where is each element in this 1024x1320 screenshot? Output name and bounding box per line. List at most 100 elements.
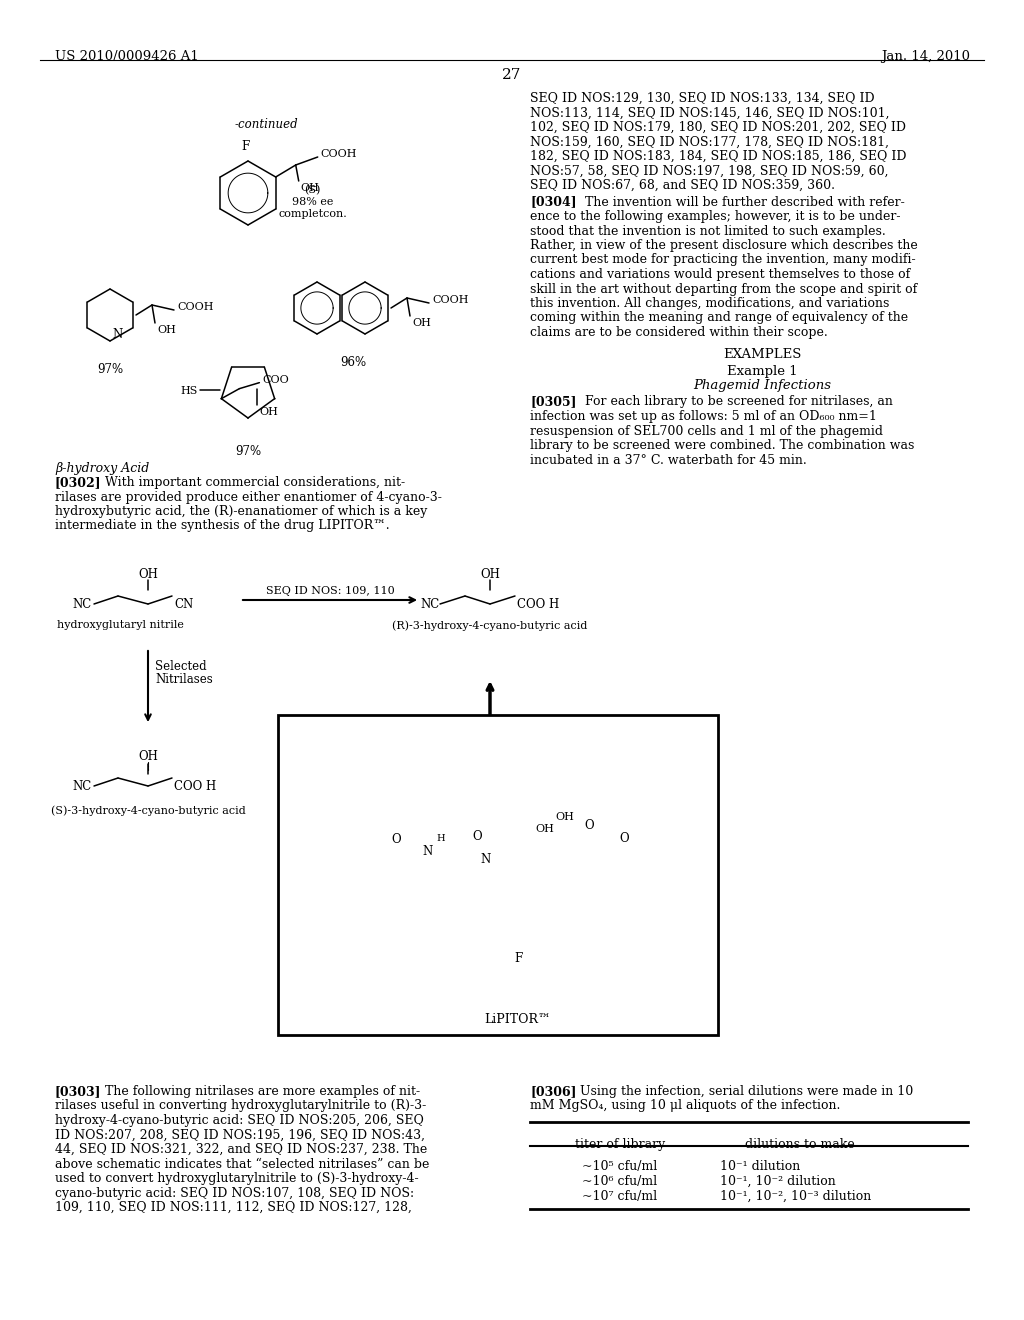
Text: F: F xyxy=(241,140,249,153)
Text: hydroxy-4-cyano-butyric acid: SEQ ID NOS:205, 206, SEQ: hydroxy-4-cyano-butyric acid: SEQ ID NOS… xyxy=(55,1114,424,1127)
Text: stood that the invention is not limited to such examples.: stood that the invention is not limited … xyxy=(530,224,886,238)
Text: dilutions to make: dilutions to make xyxy=(745,1138,855,1151)
Text: NC: NC xyxy=(72,780,91,792)
Text: CN: CN xyxy=(174,598,194,610)
Text: mM MgSO₄, using 10 μl aliquots of the infection.: mM MgSO₄, using 10 μl aliquots of the in… xyxy=(530,1100,841,1113)
Text: OH: OH xyxy=(412,318,431,327)
Text: [0303]: [0303] xyxy=(55,1085,101,1098)
Text: [0306]: [0306] xyxy=(530,1085,577,1098)
Text: [0302]: [0302] xyxy=(55,477,101,488)
Text: 10⁻¹ dilution: 10⁻¹ dilution xyxy=(720,1160,800,1173)
Text: ~10⁷ cfu/ml: ~10⁷ cfu/ml xyxy=(583,1191,657,1203)
Text: Jan. 14, 2010: Jan. 14, 2010 xyxy=(881,50,970,63)
Text: above schematic indicates that “selected nitrilases” can be: above schematic indicates that “selected… xyxy=(55,1158,429,1171)
Text: H: H xyxy=(436,834,444,843)
Text: hydroxybutyric acid, the (R)-enanatiomer of which is a key: hydroxybutyric acid, the (R)-enanatiomer… xyxy=(55,506,427,517)
Text: skill in the art without departing from the scope and spirit of: skill in the art without departing from … xyxy=(530,282,918,296)
Text: EXAMPLES: EXAMPLES xyxy=(723,348,801,362)
Text: 182, SEQ ID NOS:183, 184, SEQ ID NOS:185, 186, SEQ ID: 182, SEQ ID NOS:183, 184, SEQ ID NOS:185… xyxy=(530,150,906,162)
Text: N: N xyxy=(113,329,123,342)
Text: NC: NC xyxy=(72,598,91,610)
Text: SEQ ID NOS: 109, 110: SEQ ID NOS: 109, 110 xyxy=(265,586,394,597)
Bar xyxy=(278,715,718,1035)
Text: ~10⁶ cfu/ml: ~10⁶ cfu/ml xyxy=(583,1175,657,1188)
Text: For each library to be screened for nitrilases, an: For each library to be screened for nitr… xyxy=(585,396,893,408)
Text: this invention. All changes, modifications, and variations: this invention. All changes, modificatio… xyxy=(530,297,890,310)
Text: NOS:159, 160, SEQ ID NOS:177, 178, SEQ ID NOS:181,: NOS:159, 160, SEQ ID NOS:177, 178, SEQ I… xyxy=(530,136,889,149)
Text: NC: NC xyxy=(420,598,439,610)
Text: β-hydroxy Acid: β-hydroxy Acid xyxy=(55,462,150,475)
Text: O: O xyxy=(618,832,629,845)
Text: COOH: COOH xyxy=(177,302,213,312)
Text: 98% ee: 98% ee xyxy=(292,197,334,207)
Text: rilases are provided produce either enantiomer of 4-cyano-3-: rilases are provided produce either enan… xyxy=(55,491,442,503)
Text: rilases useful in converting hydroxyglutarylnitrile to (R)-3-: rilases useful in converting hydroxyglut… xyxy=(55,1100,426,1113)
Text: N: N xyxy=(423,845,433,858)
Text: 102, SEQ ID NOS:179, 180, SEQ ID NOS:201, 202, SEQ ID: 102, SEQ ID NOS:179, 180, SEQ ID NOS:201… xyxy=(530,121,906,135)
Text: intermediate in the synthesis of the drug LIPITOR™.: intermediate in the synthesis of the dru… xyxy=(55,520,389,532)
Text: OH: OH xyxy=(556,812,574,822)
Text: 109, 110, SEQ ID NOS:111, 112, SEQ ID NOS:127, 128,: 109, 110, SEQ ID NOS:111, 112, SEQ ID NO… xyxy=(55,1201,412,1214)
Text: With important commercial considerations, nit-: With important commercial considerations… xyxy=(105,477,406,488)
Text: [0305]: [0305] xyxy=(530,396,577,408)
Text: The invention will be further described with refer-: The invention will be further described … xyxy=(585,195,905,209)
Text: OH: OH xyxy=(138,750,158,763)
Text: COO: COO xyxy=(262,375,289,384)
Text: 97%: 97% xyxy=(97,363,123,376)
Text: (S): (S) xyxy=(304,185,321,195)
Text: 96%: 96% xyxy=(340,356,366,370)
Text: ~10⁵ cfu/ml: ~10⁵ cfu/ml xyxy=(583,1160,657,1173)
Text: OH: OH xyxy=(157,325,176,335)
Text: Using the infection, serial dilutions were made in 10: Using the infection, serial dilutions we… xyxy=(580,1085,913,1098)
Text: ID NOS:207, 208, SEQ ID NOS:195, 196, SEQ ID NOS:43,: ID NOS:207, 208, SEQ ID NOS:195, 196, SE… xyxy=(55,1129,425,1142)
Text: The following nitrilases are more examples of nit-: The following nitrilases are more exampl… xyxy=(105,1085,420,1098)
Text: F: F xyxy=(514,952,522,965)
Text: completcon.: completcon. xyxy=(279,209,347,219)
Text: Nitrilases: Nitrilases xyxy=(155,673,213,686)
Text: 97%: 97% xyxy=(234,445,261,458)
Text: COO H: COO H xyxy=(174,780,216,792)
Text: [0304]: [0304] xyxy=(530,195,577,209)
Text: (S)-3-hydroxy-4-cyano-butyric acid: (S)-3-hydroxy-4-cyano-butyric acid xyxy=(50,805,246,816)
Text: COO H: COO H xyxy=(517,598,559,610)
Text: SEQ ID NOS:67, 68, and SEQ ID NOS:359, 360.: SEQ ID NOS:67, 68, and SEQ ID NOS:359, 3… xyxy=(530,180,835,191)
Text: coming within the meaning and range of equivalency of the: coming within the meaning and range of e… xyxy=(530,312,908,325)
Text: NOS:57, 58, SEQ ID NOS:197, 198, SEQ ID NOS:59, 60,: NOS:57, 58, SEQ ID NOS:197, 198, SEQ ID … xyxy=(530,165,889,177)
Text: library to be screened were combined. The combination was: library to be screened were combined. Th… xyxy=(530,440,914,451)
Text: resuspension of SEL700 cells and 1 ml of the phagemid: resuspension of SEL700 cells and 1 ml of… xyxy=(530,425,883,437)
Text: Phagemid Infections: Phagemid Infections xyxy=(693,380,831,392)
Text: OH: OH xyxy=(259,407,279,417)
Text: (R)-3-hydroxy-4-cyano-butyric acid: (R)-3-hydroxy-4-cyano-butyric acid xyxy=(392,620,588,631)
Text: OH: OH xyxy=(138,568,158,581)
Text: cyano-butyric acid: SEQ ID NOS:107, 108, SEQ ID NOS:: cyano-butyric acid: SEQ ID NOS:107, 108,… xyxy=(55,1187,414,1200)
Text: O: O xyxy=(472,830,481,842)
Text: OH: OH xyxy=(536,824,554,834)
Text: titer of library: titer of library xyxy=(574,1138,666,1151)
Text: LiPITOR™: LiPITOR™ xyxy=(484,1012,551,1026)
Text: NOS:113, 114, SEQ ID NOS:145, 146, SEQ ID NOS:101,: NOS:113, 114, SEQ ID NOS:145, 146, SEQ I… xyxy=(530,107,890,120)
Text: cations and variations would present themselves to those of: cations and variations would present the… xyxy=(530,268,910,281)
Text: current best mode for practicing the invention, many modifi-: current best mode for practicing the inv… xyxy=(530,253,915,267)
Text: hydroxyglutaryl nitrile: hydroxyglutaryl nitrile xyxy=(56,620,183,630)
Text: US 2010/0009426 A1: US 2010/0009426 A1 xyxy=(55,50,199,63)
Text: claims are to be considered within their scope.: claims are to be considered within their… xyxy=(530,326,827,339)
Text: Rather, in view of the present disclosure which describes the: Rather, in view of the present disclosur… xyxy=(530,239,918,252)
Text: OH: OH xyxy=(301,183,319,193)
Text: SEQ ID NOS:129, 130, SEQ ID NOS:133, 134, SEQ ID: SEQ ID NOS:129, 130, SEQ ID NOS:133, 134… xyxy=(530,92,874,106)
Text: O: O xyxy=(391,833,400,846)
Text: 10⁻¹, 10⁻², 10⁻³ dilution: 10⁻¹, 10⁻², 10⁻³ dilution xyxy=(720,1191,871,1203)
Text: infection was set up as follows: 5 ml of an OD₆₀₀ nm=1: infection was set up as follows: 5 ml of… xyxy=(530,411,877,422)
Text: OH: OH xyxy=(480,568,500,581)
Text: HS: HS xyxy=(180,385,198,396)
Text: 10⁻¹, 10⁻² dilution: 10⁻¹, 10⁻² dilution xyxy=(720,1175,836,1188)
Text: Example 1: Example 1 xyxy=(727,364,798,378)
Text: incubated in a 37° C. waterbath for 45 min.: incubated in a 37° C. waterbath for 45 m… xyxy=(530,454,807,466)
Text: ence to the following examples; however, it is to be under-: ence to the following examples; however,… xyxy=(530,210,900,223)
Text: N: N xyxy=(481,853,492,866)
Text: Selected: Selected xyxy=(155,660,207,673)
Text: 27: 27 xyxy=(503,69,521,82)
Text: 44, SEQ ID NOS:321, 322, and SEQ ID NOS:237, 238. The: 44, SEQ ID NOS:321, 322, and SEQ ID NOS:… xyxy=(55,1143,427,1156)
Text: used to convert hydroxyglutarylnitrile to (S)-3-hydroxy-4-: used to convert hydroxyglutarylnitrile t… xyxy=(55,1172,419,1185)
Text: O: O xyxy=(584,818,594,832)
Text: -continued: -continued xyxy=(234,117,299,131)
